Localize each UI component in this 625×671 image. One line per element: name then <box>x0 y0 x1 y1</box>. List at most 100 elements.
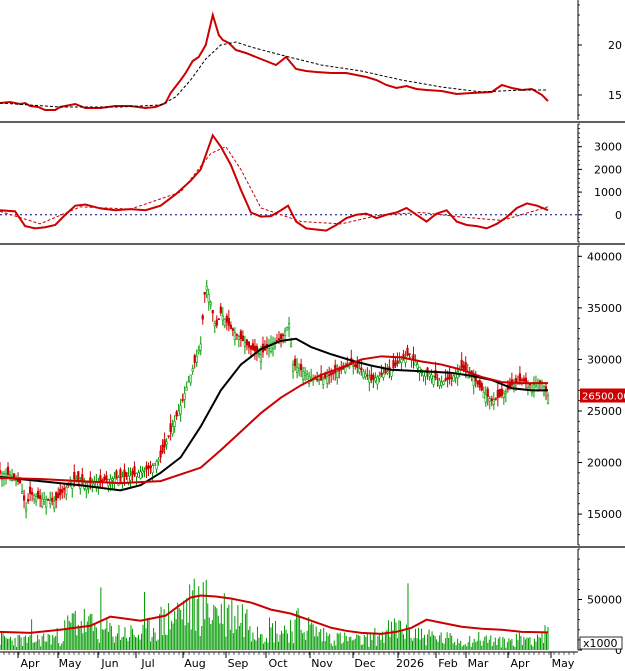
candle-body <box>229 324 232 329</box>
volume-bar <box>247 630 249 650</box>
volume-bar <box>461 646 463 650</box>
candle-body <box>426 367 429 374</box>
volume-bar <box>89 613 91 650</box>
volume-bar <box>393 618 395 650</box>
candle-body <box>448 373 451 380</box>
candle-body <box>149 465 152 468</box>
volume-bar <box>270 627 272 650</box>
volume-bar <box>412 640 414 650</box>
volume-bar <box>58 642 60 650</box>
volume-bar <box>494 637 496 650</box>
volume-bar <box>49 634 51 650</box>
volume-bar <box>98 642 100 650</box>
candle-body <box>8 474 12 477</box>
volume-bar <box>127 640 129 650</box>
volume-bar <box>324 640 326 650</box>
candle-body <box>330 372 333 376</box>
candle-body <box>293 358 297 367</box>
volume-bar <box>433 634 435 650</box>
indicator-line-0 <box>0 11 549 111</box>
volume-bar <box>389 636 391 650</box>
x-tick-label: Dec <box>354 657 375 670</box>
candle-body <box>368 377 371 383</box>
volume-bar <box>65 629 67 650</box>
candle-body <box>299 364 303 371</box>
volume-bar <box>217 615 219 650</box>
candle-body <box>137 472 140 478</box>
candle-body <box>271 342 275 349</box>
candle-body <box>396 360 399 364</box>
volume-bar <box>300 629 302 650</box>
candle-body <box>490 398 493 401</box>
candle-body <box>281 334 285 337</box>
volume-bar <box>28 636 30 650</box>
volume-bar <box>181 619 183 650</box>
price-tag <box>580 388 625 403</box>
volume-bar <box>202 582 204 650</box>
candle-body <box>360 367 363 371</box>
candle-body <box>24 508 28 512</box>
volume-bar <box>488 639 490 650</box>
candle-body <box>201 315 204 320</box>
candle-body <box>175 411 178 417</box>
volume-bar <box>59 646 61 650</box>
volume-bar <box>443 643 445 650</box>
volume-bar <box>243 637 245 650</box>
y-tick-label: 50000 <box>587 594 622 607</box>
candle-body <box>366 374 369 377</box>
candle-body <box>428 373 431 377</box>
volume-bar <box>153 627 155 650</box>
candle-body <box>494 398 497 400</box>
candle-body <box>163 439 166 448</box>
volume-bar <box>408 628 410 650</box>
candle-body <box>502 393 505 398</box>
volume-bar <box>183 600 185 650</box>
candle-body <box>27 499 30 502</box>
volume-bar <box>162 635 164 650</box>
candle-body <box>362 371 365 378</box>
candle-body <box>209 302 212 306</box>
volume-bar <box>305 639 307 650</box>
volume-bar <box>536 634 538 650</box>
volume-bar <box>299 615 301 650</box>
volume-bar <box>497 638 499 650</box>
volume-bar <box>175 619 177 650</box>
candle-body <box>247 341 251 348</box>
volume-bar <box>261 634 263 650</box>
volume-bar <box>542 642 544 650</box>
volume-bar <box>523 637 525 650</box>
candle-body <box>131 470 134 476</box>
volume-bar <box>160 606 162 650</box>
volume-bar <box>136 637 138 650</box>
volume-bar <box>303 632 305 650</box>
volume-bar <box>193 578 195 650</box>
candle-body <box>532 384 536 391</box>
candle-body <box>35 496 38 502</box>
x-tick-label: Nov <box>311 657 333 670</box>
volume-bar <box>416 638 418 650</box>
volume-bar <box>359 635 361 650</box>
candle-body <box>488 398 491 402</box>
volume-bar <box>207 603 209 650</box>
indicator-line-0 <box>0 133 549 232</box>
volume-bar <box>26 642 28 650</box>
volume-bar <box>387 620 389 650</box>
volume-bar <box>545 632 547 650</box>
volume-bar <box>345 635 347 650</box>
candle-body <box>45 499 48 508</box>
volume-bar <box>478 631 480 650</box>
volume-bar <box>285 629 287 650</box>
candle-body <box>161 444 164 453</box>
volume-bar <box>211 620 213 650</box>
candle-body <box>446 377 449 380</box>
candle-body <box>115 470 118 479</box>
volume-bar <box>276 633 278 650</box>
candle-body <box>356 362 359 368</box>
candle-body <box>450 377 453 380</box>
volume-bar <box>321 641 323 650</box>
volume-bar <box>121 637 123 650</box>
volume-bar <box>124 627 126 650</box>
candle-body <box>213 323 216 327</box>
candle-body <box>434 369 437 379</box>
